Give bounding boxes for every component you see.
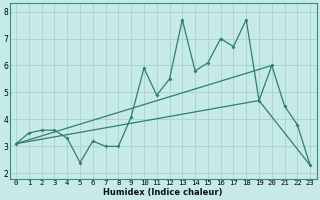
X-axis label: Humidex (Indice chaleur): Humidex (Indice chaleur) [103, 188, 223, 197]
